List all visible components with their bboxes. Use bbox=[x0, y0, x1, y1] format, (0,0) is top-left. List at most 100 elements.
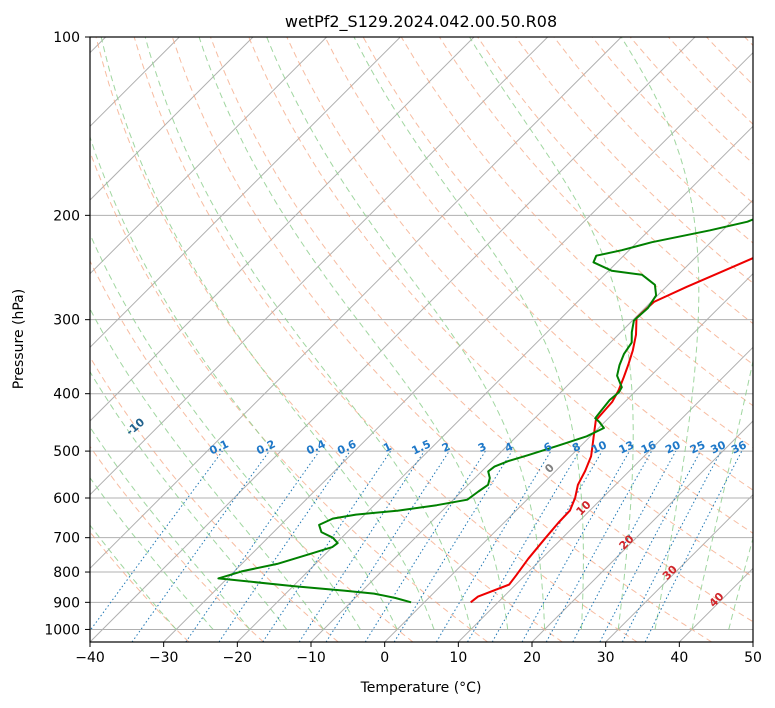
mixing-ratio-label: 36 bbox=[729, 438, 749, 456]
mixing-ratio-line bbox=[435, 450, 552, 642]
moist-adiabat-label: 30 bbox=[660, 563, 680, 583]
dry-adiabat-label: -10 bbox=[124, 415, 148, 438]
dry-adiabat-line bbox=[90, 531, 190, 642]
dry-adiabat-line bbox=[133, 37, 638, 642]
y-tick-label: 700 bbox=[53, 531, 80, 547]
sounding-line bbox=[470, 257, 753, 604]
mixing-ratio-line bbox=[521, 450, 630, 642]
dry-adiabats bbox=[90, 37, 753, 642]
plot-frame bbox=[89, 36, 754, 643]
x-tick-label: −40 bbox=[75, 650, 105, 666]
dry-adiabat-line bbox=[210, 37, 753, 623]
dry-adiabat-line bbox=[95, 37, 563, 642]
x-tick-label: 30 bbox=[597, 650, 615, 666]
moist-adiabats bbox=[90, 37, 753, 630]
moist-adiabat-label: 20 bbox=[617, 532, 637, 552]
moist-adiabat-line bbox=[90, 135, 398, 630]
x-tick-label: 10 bbox=[449, 650, 467, 666]
x-axis-label: Temperature (°C) bbox=[360, 680, 482, 696]
mixing-ratio-label: 8 bbox=[570, 440, 582, 455]
mixing-ratio-label: 0.2 bbox=[254, 437, 277, 457]
dry-adiabat-line bbox=[515, 37, 753, 284]
mixing-ratio-label: 2 bbox=[440, 440, 452, 455]
isotherm-line bbox=[457, 346, 753, 642]
moist-adiabat-label: 0 bbox=[542, 461, 557, 476]
isotherm-line bbox=[236, 125, 753, 642]
isotherm-line bbox=[531, 420, 753, 642]
isotherm-line bbox=[90, 37, 475, 422]
isotherm-line bbox=[310, 199, 753, 642]
mixing-ratio-label: 10 bbox=[589, 438, 609, 456]
dry-adiabat-line bbox=[668, 37, 753, 125]
isotherm-line bbox=[90, 37, 401, 349]
chart-title: wetPf2_S129.2024.042.00.50.R08 bbox=[285, 12, 557, 32]
moist-adiabat-line bbox=[144, 37, 472, 630]
y-tick-label: 1000 bbox=[44, 622, 80, 638]
x-tick-label: −10 bbox=[296, 650, 326, 666]
x-tick-label: −30 bbox=[149, 650, 179, 666]
moist-adiabat-line bbox=[469, 37, 634, 630]
moist-adiabat-line bbox=[728, 536, 753, 630]
mixing-ratio-line bbox=[393, 450, 513, 642]
plot-area: 0.10.20.40.611.52346810131620253036-100-… bbox=[90, 37, 753, 642]
mixing-ratio-label: 0.1 bbox=[207, 437, 230, 457]
mixing-ratio-line bbox=[262, 450, 392, 642]
isotherm-line bbox=[90, 37, 696, 642]
moist-adiabat-line bbox=[90, 370, 288, 630]
y-tick-label: 600 bbox=[53, 491, 80, 507]
dry-adiabat-line bbox=[706, 37, 753, 86]
moist-adiabat-line bbox=[691, 358, 753, 630]
mixing-ratio-line bbox=[364, 450, 486, 642]
mixing-ratio-line bbox=[572, 450, 677, 642]
mixing-ratio-line bbox=[298, 450, 425, 642]
dry-adiabat-line bbox=[171, 37, 712, 642]
mixing-ratio-label: 1.5 bbox=[410, 437, 433, 457]
moist-adiabat-label: 40 bbox=[707, 590, 727, 610]
data-series bbox=[217, 218, 753, 604]
y-tick-label: 200 bbox=[53, 208, 80, 224]
moist-adiabat-line bbox=[90, 308, 325, 630]
mixing-ratio-line bbox=[599, 450, 701, 642]
y-tick-label: 300 bbox=[53, 313, 80, 329]
mixing-ratio-line bbox=[325, 450, 450, 642]
moist-adiabat-line bbox=[620, 37, 700, 630]
isotherm-line bbox=[605, 493, 753, 642]
x-tick-label: 20 bbox=[523, 650, 541, 666]
dry-adiabat-line bbox=[286, 37, 753, 534]
x-tick-label: 0 bbox=[380, 650, 389, 666]
pressure-gridlines bbox=[90, 37, 753, 630]
dry-adiabat-line bbox=[90, 150, 488, 642]
y-tick-label: 400 bbox=[53, 387, 80, 403]
y-tick-label: 900 bbox=[53, 595, 80, 611]
isotherm-line bbox=[90, 37, 622, 570]
mixing-ratio-label: 13 bbox=[617, 438, 636, 456]
moist-adiabat-line bbox=[100, 37, 435, 630]
isotherm-line bbox=[384, 272, 753, 642]
mixing-ratio-label: 20 bbox=[663, 438, 683, 456]
mixing-ratio-label: 25 bbox=[688, 438, 707, 456]
dry-adiabat-line bbox=[553, 37, 753, 244]
y-tick-label: 800 bbox=[53, 565, 80, 581]
moist-adiabat-line bbox=[266, 37, 546, 630]
dry-adiabat-line bbox=[591, 37, 753, 204]
dry-adiabat-line bbox=[324, 37, 753, 491]
x-tick-label: 40 bbox=[670, 650, 688, 666]
dry-adiabat-line bbox=[90, 259, 414, 642]
x-axis-ticks: −40 −30 −20 −10 0 10 20 30 40 50 bbox=[75, 642, 762, 666]
mixing-ratio-line bbox=[218, 450, 351, 642]
moist-adiabat-line bbox=[353, 37, 584, 630]
mixing-ratio-line bbox=[185, 450, 320, 642]
mixing-ratio-line bbox=[90, 450, 223, 632]
moist-adiabat-line bbox=[90, 524, 177, 630]
dry-adiabat-line bbox=[90, 356, 339, 642]
y-tick-label: 500 bbox=[53, 444, 80, 460]
dry-adiabat-line bbox=[90, 445, 264, 642]
x-tick-label: 50 bbox=[744, 650, 762, 666]
isotherm-line bbox=[90, 37, 328, 275]
moist-adiabat-line bbox=[198, 37, 509, 630]
moist-adiabat-line bbox=[90, 426, 251, 630]
mixing-ratio-line bbox=[644, 450, 743, 642]
isotherm-line bbox=[678, 567, 753, 642]
y-tick-label: 100 bbox=[53, 30, 80, 46]
